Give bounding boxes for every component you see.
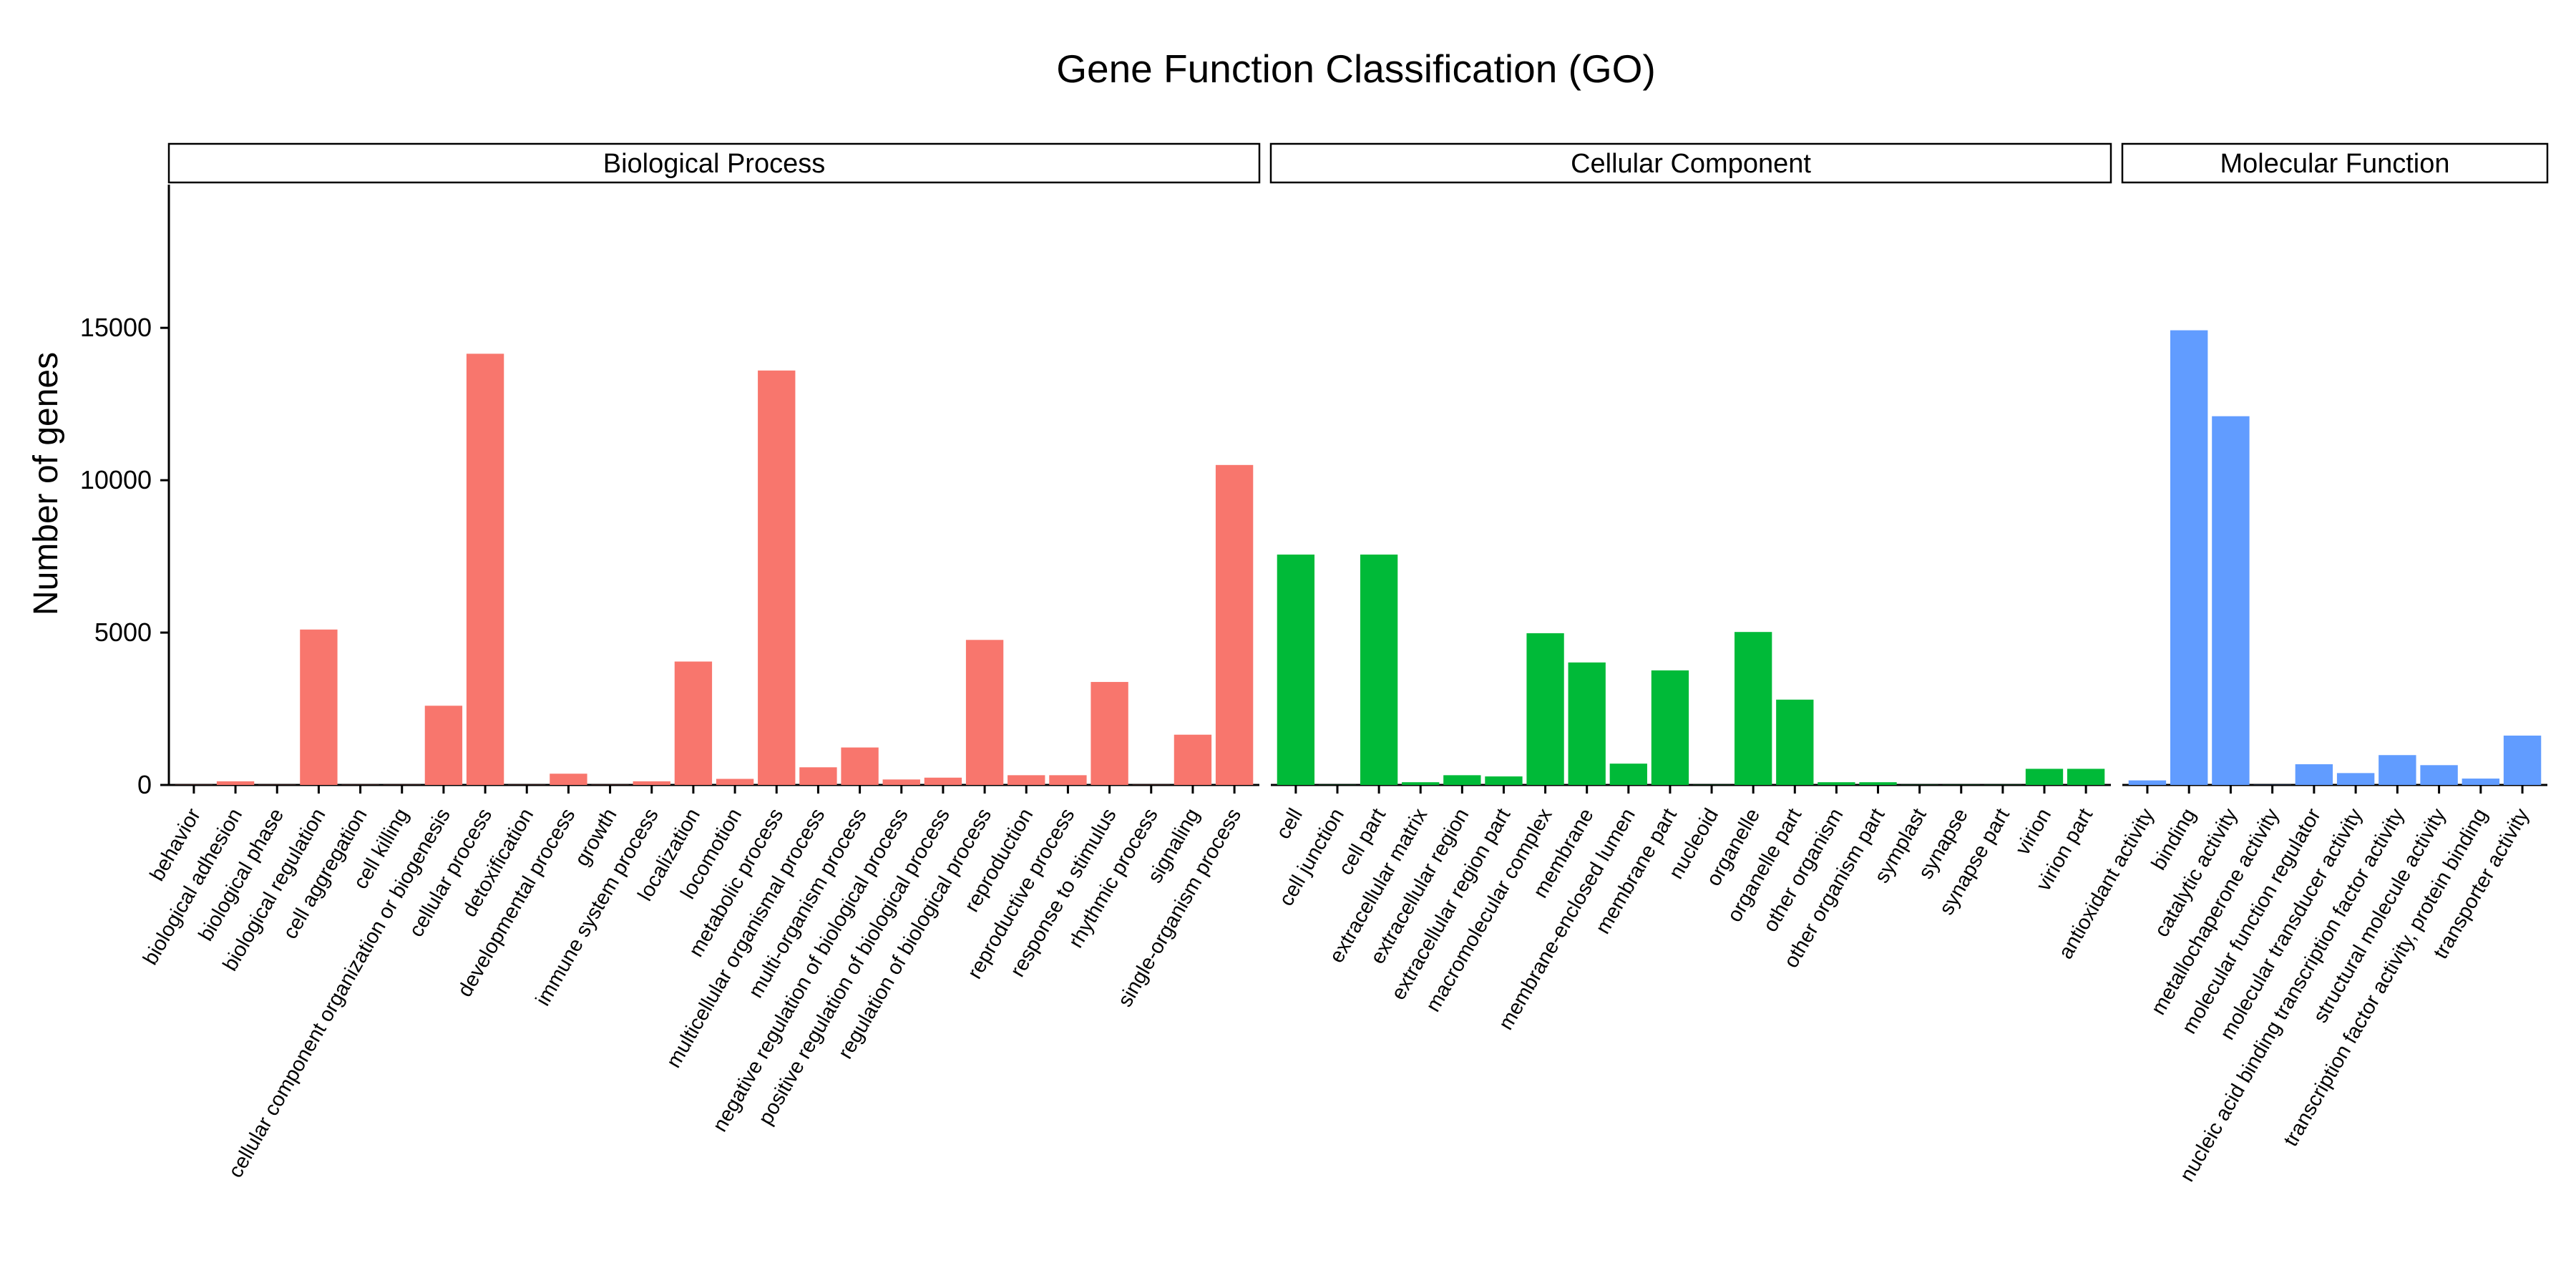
bar-single-organism-process [1215, 464, 1254, 785]
bar-metabolic-process [758, 370, 796, 785]
bar-reproductive-process [1049, 775, 1087, 785]
bar-transcription-factor-activity-protein-binding [2462, 779, 2500, 785]
facet-strip-label: Molecular Function [2220, 149, 2449, 179]
facet-strip-label: Cellular Component [1571, 149, 1811, 179]
bar-macromolecular-complex [1526, 633, 1564, 785]
y-tick-label: 15000 [80, 313, 152, 342]
bar-structural-molecule-activity [2420, 765, 2458, 785]
bar-organelle-part [1776, 699, 1814, 785]
bar-molecular-transducer-activity [2336, 773, 2375, 785]
facet-strip [1269, 142, 2112, 184]
bar-immune-system-process [633, 781, 670, 785]
bar-signaling [1174, 734, 1212, 785]
bar-extracellular-matrix [1402, 782, 1440, 785]
bar-locomotion [716, 779, 754, 785]
bar-cellular-process [466, 353, 504, 785]
x-tick-label: virion [2011, 805, 2056, 859]
bar-organelle [1735, 632, 1772, 785]
bar-multicellular-organismal-process [799, 767, 837, 785]
bar-response-to-stimulus [1091, 682, 1128, 785]
bar-developmental-process [550, 774, 587, 785]
bar-extracellular-region-part [1485, 776, 1523, 785]
x-tick-label: cell [1272, 805, 1307, 844]
bar-negative-regulation-of-biological-process [882, 779, 920, 785]
bar-catalytic-activity [2212, 416, 2250, 785]
y-tick-label: 10000 [80, 465, 152, 494]
bar-nucleic-acid-binding-transcription-factor-activity [2379, 755, 2416, 785]
bar-molecular-function-regulator [2295, 764, 2333, 785]
bar-cell-part [1360, 555, 1398, 785]
y-tick-label: 5000 [94, 618, 152, 647]
bar-transporter-activity [2503, 736, 2542, 785]
bar-membrane-part [1651, 670, 1689, 785]
bar-biological-adhesion [216, 781, 255, 785]
bar-cell [1277, 555, 1315, 785]
y-axis-label: Number of genes [27, 352, 65, 615]
bar-cellular-component-organization-or-biogenesis [424, 706, 463, 785]
bar-antioxidant-activity [2128, 780, 2167, 785]
bar-localization [674, 661, 713, 785]
bar-membrane-enclosed-lumen [1609, 763, 1647, 785]
facet-strip-label: Biological Process [603, 149, 825, 179]
bar-reproduction [1008, 775, 1045, 785]
bar-regulation-of-biological-process [965, 640, 1004, 785]
bar-multi-organism-process [841, 747, 879, 785]
bar-biological-regulation [300, 629, 338, 785]
bar-positive-regulation-of-biological-process [924, 777, 962, 785]
y-axis: 0 5000 10000 15000 [80, 185, 170, 799]
bar-virion-part [2067, 769, 2105, 785]
facet-strip [167, 142, 1261, 184]
chart-title: Gene Function Classification (GO) [1056, 47, 1656, 91]
y-tick-label: 0 [137, 770, 152, 799]
bar-virion [2025, 769, 2064, 785]
bar-membrane [1568, 662, 1606, 785]
bar-other-organism-part [1859, 782, 1897, 785]
bar-other-organism [1818, 782, 1855, 785]
bar-extracellular-region [1443, 775, 1481, 785]
facet-strip [2121, 142, 2549, 184]
bar-binding [2170, 330, 2208, 786]
